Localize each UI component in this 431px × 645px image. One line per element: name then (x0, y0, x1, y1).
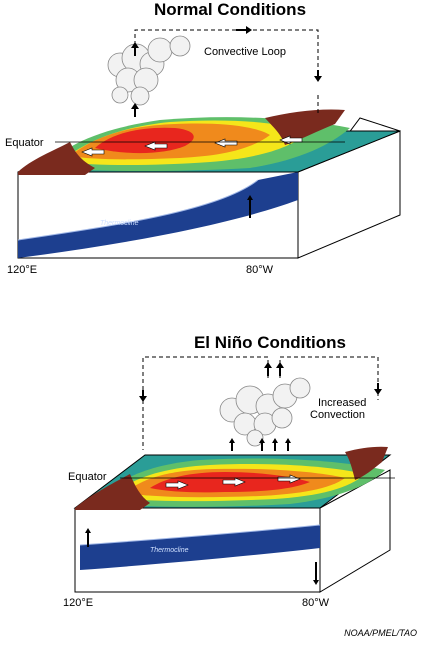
right-arrow-icon (236, 26, 252, 34)
up-arrow-icon (285, 438, 291, 451)
wind-arrow (81, 147, 105, 157)
equator-label: Equator (68, 471, 107, 483)
up-arrow-icon (264, 362, 272, 376)
land-west (18, 142, 95, 175)
longitude-east-label: 80°W (246, 264, 274, 276)
convective-loop (134, 29, 319, 115)
wind-arrow (214, 138, 238, 148)
down-arrow-icon (374, 383, 382, 395)
down-arrow-icon (314, 70, 322, 82)
upwelling-arrow-icon (85, 528, 91, 547)
longitude-west-label: 120°E (63, 597, 94, 609)
upwelling-arrow-icon (247, 195, 253, 218)
surface-up-arrows (229, 438, 291, 451)
equator-label: Equator (5, 137, 44, 149)
normal-conditions-title: Normal Conditions (153, 0, 307, 19)
land-east (265, 109, 345, 145)
convection-cloud (219, 377, 311, 447)
surface-wind-arrows (165, 474, 301, 490)
el-nino-conditions-diagram (73, 356, 395, 593)
up-arrow-icon (276, 362, 284, 376)
wind-arrow (165, 480, 189, 490)
up-arrow-icon (229, 438, 235, 451)
thermocline-deep-water (80, 525, 320, 570)
convection-label: Convection (310, 409, 366, 421)
convective-loop-label: Convective Loop (204, 46, 286, 58)
thermocline-label: Thermocline (100, 220, 139, 227)
normal-conditions-diagram (17, 26, 401, 259)
thermocline-label: Thermocline (150, 547, 189, 554)
thermocline-line (79, 524, 321, 546)
land-west (75, 474, 150, 510)
up-arrow-icon (131, 103, 139, 117)
up-arrow-icon (131, 42, 139, 56)
wind-arrow (277, 474, 301, 484)
increased-label: Increased (318, 397, 367, 409)
thermocline-line (17, 179, 259, 241)
longitude-east-label: 80°W (302, 597, 330, 609)
land-east (345, 446, 388, 480)
up-arrow-icon (272, 438, 278, 451)
up-arrow-icon (259, 438, 265, 451)
thermocline-deep-water (18, 172, 298, 258)
convective-cloud (107, 35, 191, 106)
credit-label: NOAA/PMEL/TAO (344, 628, 417, 638)
down-arrow-icon (139, 390, 147, 402)
downwelling-arrow-icon (313, 562, 319, 585)
longitude-west-label: 120°E (7, 264, 38, 276)
el-nino-conditions-title: El Niño Conditions (193, 333, 347, 352)
sst-warm-pool (95, 127, 194, 154)
